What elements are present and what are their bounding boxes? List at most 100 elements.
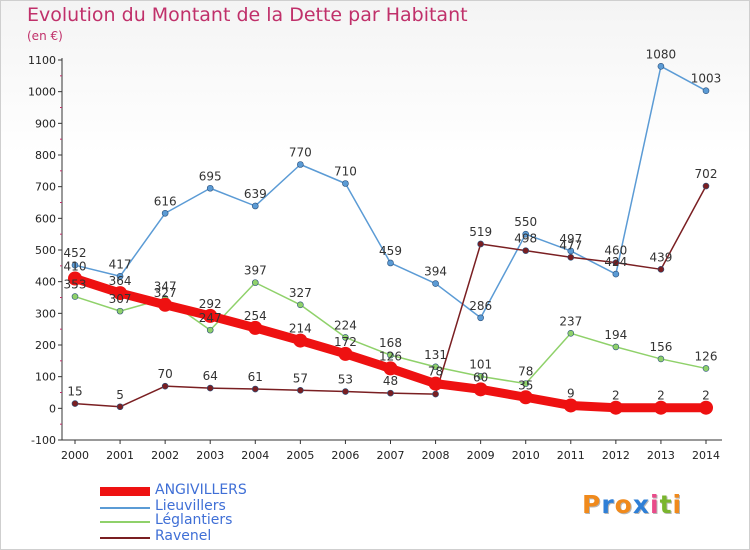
data-label-angivillers: 214: [289, 322, 312, 336]
data-label-ravenel: 498: [514, 232, 537, 246]
logo-letter: i: [672, 490, 683, 519]
data-point-leglantiers: [387, 351, 394, 359]
y-tick-label: 0: [49, 402, 56, 415]
data-label-lieuvillers: 394: [424, 265, 447, 279]
data-label-angivillers: 292: [199, 297, 222, 311]
legend-item-ravenel: Ravenel: [100, 528, 320, 545]
data-label-angivillers: 9: [567, 386, 575, 400]
data-label-angivillers: 2: [612, 389, 620, 403]
y-tick-label: 200: [35, 339, 56, 352]
data-point-ravenel: [206, 384, 214, 392]
data-label-lieuvillers: 497: [559, 232, 582, 246]
data-label-angivillers: 78: [428, 365, 443, 379]
data-label-ravenel: 702: [695, 167, 718, 181]
y-tick-label: 400: [35, 276, 56, 289]
data-point-angivillers: [383, 361, 398, 376]
data-point-leglantiers: [477, 373, 484, 380]
data-point-ravenel: [71, 400, 79, 407]
data-point-angivillers: [608, 400, 623, 415]
y-tick-label: 900: [35, 117, 56, 130]
legend-label-leglantiers: Léglantiers: [155, 512, 233, 528]
data-point-angivillers: [473, 382, 488, 397]
data-label-lieuvillers: 770: [289, 146, 312, 160]
data-label-ravenel: 15: [67, 385, 82, 399]
data-point-leglantiers: [432, 363, 439, 371]
data-point-ravenel: [477, 240, 484, 248]
x-tick-label: 2005: [286, 449, 314, 462]
y-tick-label: 500: [35, 244, 56, 257]
data-point-angivillers: [68, 271, 82, 286]
data-point-ravenel: [297, 386, 304, 394]
x-tick-label: 2010: [512, 449, 540, 462]
data-point-angivillers: [338, 346, 353, 361]
x-tick-label: 2004: [241, 449, 269, 462]
data-label-angivillers: 172: [334, 335, 357, 349]
x-tick-label: 2003: [196, 449, 224, 462]
data-point-lieuvillers: [387, 259, 394, 267]
data-point-lieuvillers: [251, 202, 259, 210]
x-tick-label: 2008: [422, 449, 450, 462]
data-point-angivillers: [203, 308, 218, 323]
data-label-ravenel: 70: [158, 367, 173, 381]
proxiti-logo: Proxiti: [582, 490, 682, 519]
data-label-ravenel: 519: [469, 225, 492, 239]
legend-swatch-angivillers: [100, 487, 150, 496]
data-label-lieuvillers: 1080: [646, 47, 677, 61]
legend-swatch-lieuvillers: [100, 507, 150, 509]
unit-label: (en €): [27, 29, 63, 43]
data-label-lieuvillers: 417: [109, 257, 132, 271]
data-label-leglantiers: 397: [244, 264, 267, 278]
legend-label-ravenel: Ravenel: [155, 528, 212, 544]
data-point-lieuvillers: [657, 63, 665, 70]
data-label-lieuvillers: 424: [604, 255, 627, 269]
data-point-angivillers: [428, 376, 443, 391]
data-label-leglantiers: 347: [154, 279, 177, 293]
data-label-lieuvillers: 550: [514, 215, 537, 229]
y-tick-label: 800: [35, 149, 56, 162]
legend-swatch-ravenel: [100, 537, 150, 539]
data-point-angivillers: [113, 286, 128, 301]
data-point-lieuvillers: [161, 209, 169, 217]
data-label-lieuvillers: 286: [469, 299, 492, 313]
data-point-lieuvillers: [567, 247, 575, 255]
data-label-leglantiers: 131: [424, 348, 447, 362]
data-label-leglantiers: 126: [695, 349, 718, 363]
data-point-ravenel: [702, 182, 710, 190]
data-point-angivillers: [158, 297, 173, 312]
data-label-leglantiers: 156: [649, 340, 672, 354]
data-point-lieuvillers: [297, 161, 304, 168]
data-point-ravenel: [657, 266, 665, 273]
data-label-lieuvillers: 459: [379, 244, 402, 258]
data-point-leglantiers: [206, 326, 214, 334]
legend-label-lieuvillers: Lieuvillers: [155, 498, 226, 514]
x-tick-label: 2013: [647, 449, 675, 462]
data-point-lieuvillers: [522, 230, 530, 238]
logo-letter: i: [650, 490, 660, 519]
data-point-ravenel: [342, 388, 349, 395]
x-tick-label: 2012: [602, 449, 630, 462]
data-label-leglantiers: 237: [559, 314, 582, 328]
logo-letter: x: [632, 490, 650, 519]
x-tick-label: 2011: [557, 449, 585, 462]
data-point-leglantiers: [116, 307, 124, 315]
data-point-leglantiers: [297, 301, 304, 309]
data-point-lieuvillers: [702, 87, 710, 95]
y-tick-label: 700: [35, 181, 56, 194]
data-label-ravenel: 439: [649, 250, 672, 264]
y-tick-label: 1000: [28, 86, 56, 99]
data-point-ravenel: [567, 253, 575, 261]
data-point-leglantiers: [71, 293, 79, 300]
data-point-ravenel: [116, 403, 124, 411]
data-label-lieuvillers: 695: [199, 169, 222, 183]
data-point-ravenel: [432, 390, 439, 398]
data-label-leglantiers: 224: [334, 318, 357, 332]
y-tick-label: 600: [35, 212, 56, 225]
data-point-lieuvillers: [206, 184, 214, 192]
data-label-ravenel: 57: [293, 371, 308, 385]
chart-title: Evolution du Montant de la Dette par Hab…: [27, 4, 468, 26]
x-tick-label: 2006: [331, 449, 359, 462]
data-label-lieuvillers: 639: [244, 187, 267, 201]
data-point-lieuvillers: [71, 261, 79, 269]
